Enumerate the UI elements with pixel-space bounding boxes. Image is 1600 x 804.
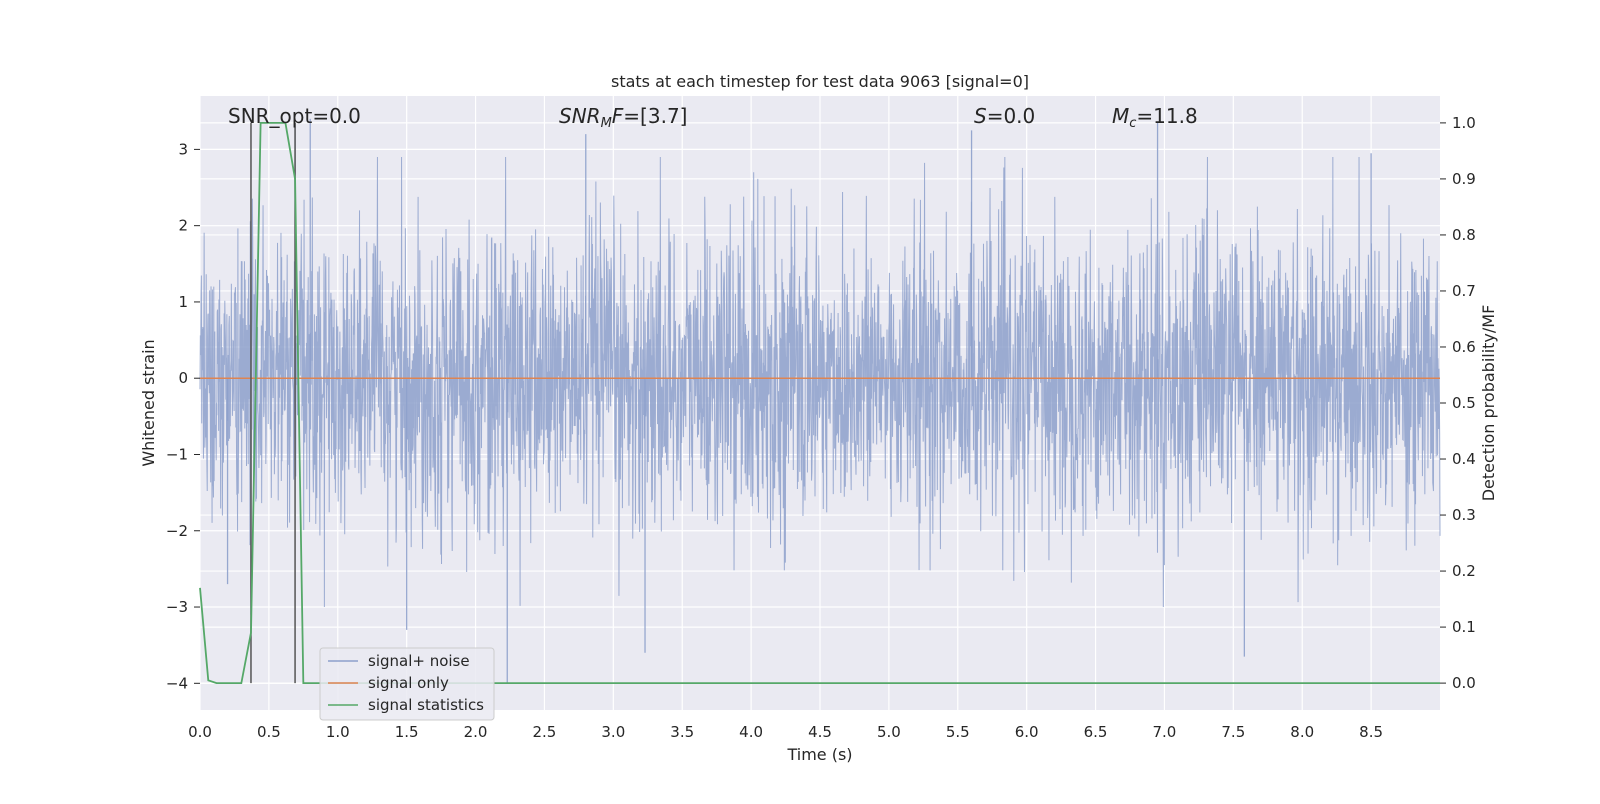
x-tick-label: 4.5	[808, 723, 832, 741]
annotation-snr-mf-sub: M	[601, 116, 612, 131]
annotation-s-label: S	[974, 104, 987, 128]
y2-tick-label: 0.4	[1452, 450, 1476, 468]
x-tick-label: 3.5	[670, 723, 694, 741]
y2-tick-label: 0.9	[1452, 170, 1476, 188]
x-tick-label: 1.5	[395, 723, 419, 741]
x-tick-label: 3.0	[601, 723, 625, 741]
y-tick-label: −1	[166, 445, 188, 463]
y-tick-label: −2	[166, 522, 188, 540]
y-tick-label: −4	[166, 674, 188, 692]
x-tick-label: 2.5	[533, 723, 557, 741]
y-tick-label: 2	[178, 217, 188, 235]
x-tick-label: 4.0	[739, 723, 763, 741]
x-tick-label: 0.5	[257, 723, 281, 741]
annotation-mc-value: =11.8	[1136, 104, 1197, 128]
chart-title: stats at each timestep for test data 906…	[611, 72, 1029, 91]
x-tick-label: 6.0	[1015, 723, 1039, 741]
annotation-s-value: =0.0	[987, 104, 1036, 128]
x-tick-label: 8.0	[1290, 723, 1314, 741]
y-axis-label: Whitened strain	[139, 339, 158, 466]
annotation-snr-mf-italic: F	[612, 104, 624, 128]
legend-frame	[319, 647, 495, 721]
annotation-snr-mf-value: =[3.7]	[623, 104, 687, 128]
y-tick-label: 3	[178, 140, 188, 158]
axes-layer: 0.0 0.5 1.0 1.5 2.0 2.5 3.0 3.5 4.0 4.5 5.0 5.5 6.0 6…	[166, 114, 1476, 741]
legend-label-noise: signal+ noise	[368, 652, 470, 670]
annotation-s: S=0.0	[974, 104, 1035, 128]
y-tick-label: 1	[178, 293, 188, 311]
x-tick-label: 7.5	[1221, 723, 1245, 741]
annotation-mc-sub: c	[1129, 116, 1136, 131]
y2-tick-label: 0.0	[1452, 674, 1476, 692]
x-tick-label: 7.0	[1153, 723, 1177, 741]
y2-tick-label: 0.3	[1452, 506, 1476, 524]
legend-label-signal: signal only	[368, 674, 449, 692]
y2-tick-label: 0.1	[1452, 618, 1476, 636]
x-tick-label: 8.5	[1359, 723, 1383, 741]
legend: signal+ noise signal only signal statist…	[319, 647, 495, 721]
annotation-snr-mf-prefix: SNR	[559, 104, 601, 128]
y2-tick-label: 0.8	[1452, 226, 1476, 244]
y-tick-label: −3	[166, 598, 188, 616]
x-tick-label: 1.0	[326, 723, 350, 741]
x-tick-label: 5.5	[946, 723, 970, 741]
series-signal-statistics-line	[199, 121, 1440, 685]
marks-layer	[199, 121, 1440, 685]
x-tick-label: 2.0	[464, 723, 488, 741]
x-tick-label: 6.5	[1084, 723, 1108, 741]
y2-tick-label: 0.7	[1452, 282, 1476, 300]
annotation-mc: Mc=11.8	[1112, 104, 1198, 131]
y2-tick-label: 0.5	[1452, 394, 1476, 412]
x-tick-label: 5.0	[877, 723, 901, 741]
y-tick-label: 0	[178, 369, 188, 387]
legend-label-stats: signal statistics	[368, 696, 484, 714]
annotation-mc-label: M	[1112, 104, 1129, 128]
annotation-snr-mf: SNRMF=[3.7]	[559, 104, 687, 131]
y2-axis-label: Detection probability/MF	[1479, 305, 1498, 502]
x-tick-label: 0.0	[188, 723, 212, 741]
y2-tick-label: 0.2	[1452, 562, 1476, 580]
y2-tick-label: 0.6	[1452, 338, 1476, 356]
x-axis-label: Time (s)	[786, 745, 852, 764]
annotation-snr-opt: SNR_opt=0.0	[228, 104, 361, 128]
y2-tick-label: 1.0	[1452, 114, 1476, 132]
series-signal-noise-line	[199, 157, 1441, 608]
